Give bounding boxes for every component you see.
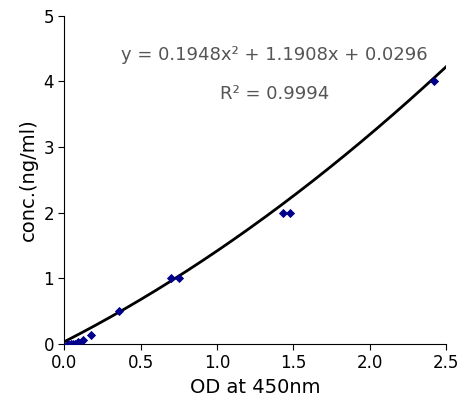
Point <box>65 340 72 347</box>
Point <box>167 275 174 281</box>
X-axis label: OD at 450nm: OD at 450nm <box>190 378 320 395</box>
Y-axis label: conc.(ng/ml): conc.(ng/ml) <box>19 118 38 241</box>
Point <box>71 340 78 347</box>
Point <box>175 275 182 281</box>
Text: R² = 0.9994: R² = 0.9994 <box>219 85 328 103</box>
Point <box>286 209 293 216</box>
Point <box>116 308 123 314</box>
Point <box>79 337 86 344</box>
Point <box>67 340 74 347</box>
Point <box>429 78 437 85</box>
Point <box>74 339 82 345</box>
Point <box>69 340 76 347</box>
Text: y = 0.1948x² + 1.1908x + 0.0296: y = 0.1948x² + 1.1908x + 0.0296 <box>121 46 427 64</box>
Point <box>87 332 95 339</box>
Point <box>279 209 286 216</box>
